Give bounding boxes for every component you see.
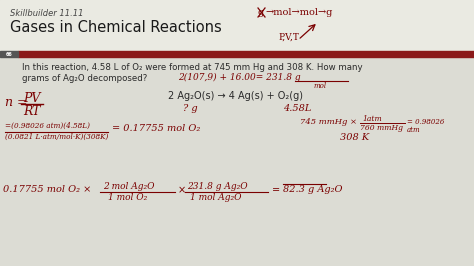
- Text: n =: n =: [5, 96, 27, 109]
- Text: RT: RT: [23, 105, 40, 118]
- Text: (0.0821 L·atm/mol·K)(308K): (0.0821 L·atm/mol·K)(308K): [5, 133, 109, 141]
- Text: grams of Ag₂O decomposed?: grams of Ag₂O decomposed?: [22, 74, 147, 83]
- Text: ×: ×: [178, 185, 186, 195]
- Text: 66: 66: [6, 52, 12, 56]
- Text: 2(107,9) + 16.00= 231.8 g: 2(107,9) + 16.00= 231.8 g: [178, 73, 301, 82]
- Text: 82.3 g Ag₂O: 82.3 g Ag₂O: [283, 185, 343, 194]
- Bar: [18, 51, 474, 57]
- Text: 0.17755 mol O₂ ×: 0.17755 mol O₂ ×: [3, 185, 91, 194]
- Text: P,V,T: P,V,T: [278, 33, 299, 42]
- Bar: [0, 51, 18, 57]
- Text: mol: mol: [313, 82, 327, 90]
- Text: Skillbuilder 11.11: Skillbuilder 11.11: [10, 9, 83, 18]
- Text: In this reaction, 4.58 L of O₂ were formed at 745 mm Hg and 308 K. How many: In this reaction, 4.58 L of O₂ were form…: [22, 63, 363, 72]
- Text: 231.8 g Ag₂O: 231.8 g Ag₂O: [187, 182, 247, 191]
- Text: 2 mol Ag₂O: 2 mol Ag₂O: [103, 182, 155, 191]
- Text: 1atm: 1atm: [362, 115, 382, 123]
- Bar: [0, 57, 474, 266]
- Text: 4.58L: 4.58L: [283, 104, 311, 113]
- Text: = 0.98026: = 0.98026: [407, 118, 444, 126]
- Text: atm: atm: [407, 126, 420, 134]
- Text: 1 mol Ag₂O: 1 mol Ag₂O: [190, 193, 241, 202]
- Text: 308 K: 308 K: [340, 133, 369, 142]
- Text: PV: PV: [23, 92, 40, 105]
- Text: →mol→mol→g: →mol→mol→g: [265, 8, 332, 17]
- Text: = 0.17755 mol O₂: = 0.17755 mol O₂: [112, 124, 200, 133]
- Text: Gases in Chemical Reactions: Gases in Chemical Reactions: [10, 20, 222, 35]
- Text: 1 mol O₂: 1 mol O₂: [108, 193, 147, 202]
- Text: 2 Ag₂O(s) → 4 Ag(s) + O₂(g): 2 Ag₂O(s) → 4 Ag(s) + O₂(g): [168, 91, 303, 101]
- Text: =: =: [272, 185, 280, 195]
- Text: ? g: ? g: [183, 104, 198, 113]
- Text: 745 mmHg ×: 745 mmHg ×: [300, 118, 357, 126]
- Bar: [0, 0, 474, 51]
- Text: 760 mmHg: 760 mmHg: [360, 124, 403, 132]
- Text: =(0.98026 atm)(4.58L): =(0.98026 atm)(4.58L): [5, 122, 90, 130]
- Text: g: g: [258, 8, 264, 17]
